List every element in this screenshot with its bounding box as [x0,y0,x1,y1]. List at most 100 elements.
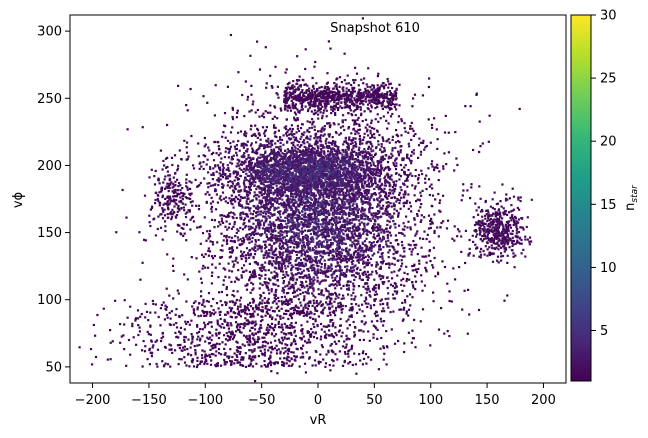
density-point [405,310,408,313]
density-point [262,116,266,119]
density-point [362,138,365,141]
density-point [395,200,398,203]
density-point [295,250,298,253]
density-point [393,282,396,285]
density-point [281,253,284,257]
density-point [319,250,322,253]
density-point [360,221,363,224]
density-point [323,228,327,232]
density-point [312,294,315,297]
density-point [390,215,394,218]
density-point [277,263,280,266]
density-point [287,291,290,295]
density-point [207,266,210,269]
density-point [333,250,336,253]
density-point [275,207,278,210]
density-point [316,137,319,140]
density-point [322,100,325,103]
density-point [375,293,379,296]
density-point [308,215,311,218]
density-point [377,160,380,163]
density-point [321,346,324,349]
density-point [267,193,270,196]
density-point [425,237,428,241]
density-point [398,224,401,227]
density-point [351,225,354,228]
density-point [314,226,317,229]
density-point [227,156,230,159]
density-point [299,258,303,262]
density-point [313,128,316,131]
density-point [326,248,329,251]
density-point [324,201,327,204]
density-point [228,215,231,218]
density-point [222,239,225,242]
density-point [352,236,355,240]
density-point [288,215,291,218]
density-point [253,132,256,136]
density-point [270,239,273,242]
density-point [269,191,272,195]
density-point [335,192,338,195]
density-point [214,266,217,269]
density-point [268,252,271,255]
density-point [403,225,406,228]
density-point [462,189,465,192]
density-point [254,250,257,253]
density-point [246,213,249,216]
density-point [362,254,365,257]
density-point [267,269,270,272]
density-point [373,293,376,296]
density-point [374,118,377,121]
density-point [415,271,419,274]
density-point [362,330,365,333]
density-point [275,237,279,240]
density-point [252,210,256,213]
density-point [341,217,344,220]
density-point [376,75,379,78]
density-point [213,219,216,222]
density-point [300,250,303,253]
density-point [391,135,394,138]
density-point [370,150,373,153]
density-point [225,147,228,150]
density-point [283,259,286,262]
density-point [242,264,246,267]
density-point [294,321,297,324]
density-point [343,200,346,204]
density-point [279,148,283,151]
density-point [414,246,417,249]
density-point [377,203,380,206]
density-point [323,157,326,160]
density-point [251,288,254,292]
density-point [331,254,334,257]
density-point [309,191,312,194]
density-point [293,239,296,242]
density-point [290,264,293,267]
density-point [357,116,360,119]
density-point [337,231,341,234]
density-point [389,213,392,216]
density-point [388,226,392,230]
density-point [302,306,305,309]
density-point [322,150,326,153]
density-point [366,278,369,282]
density-point [252,287,255,290]
density-point [289,287,292,290]
density-point [293,226,297,229]
density-point [334,205,337,208]
density-point [285,260,288,263]
density-point [192,164,195,167]
density-point [313,217,316,220]
density-point [262,212,265,215]
density-point [196,185,199,188]
density-point [324,263,327,266]
density-point [228,269,231,272]
density-point [351,114,354,117]
density-point [198,162,201,165]
density-point [368,206,372,209]
density-point [222,131,225,134]
density-point [332,217,335,220]
density-point [431,194,435,197]
density-point [371,145,374,148]
